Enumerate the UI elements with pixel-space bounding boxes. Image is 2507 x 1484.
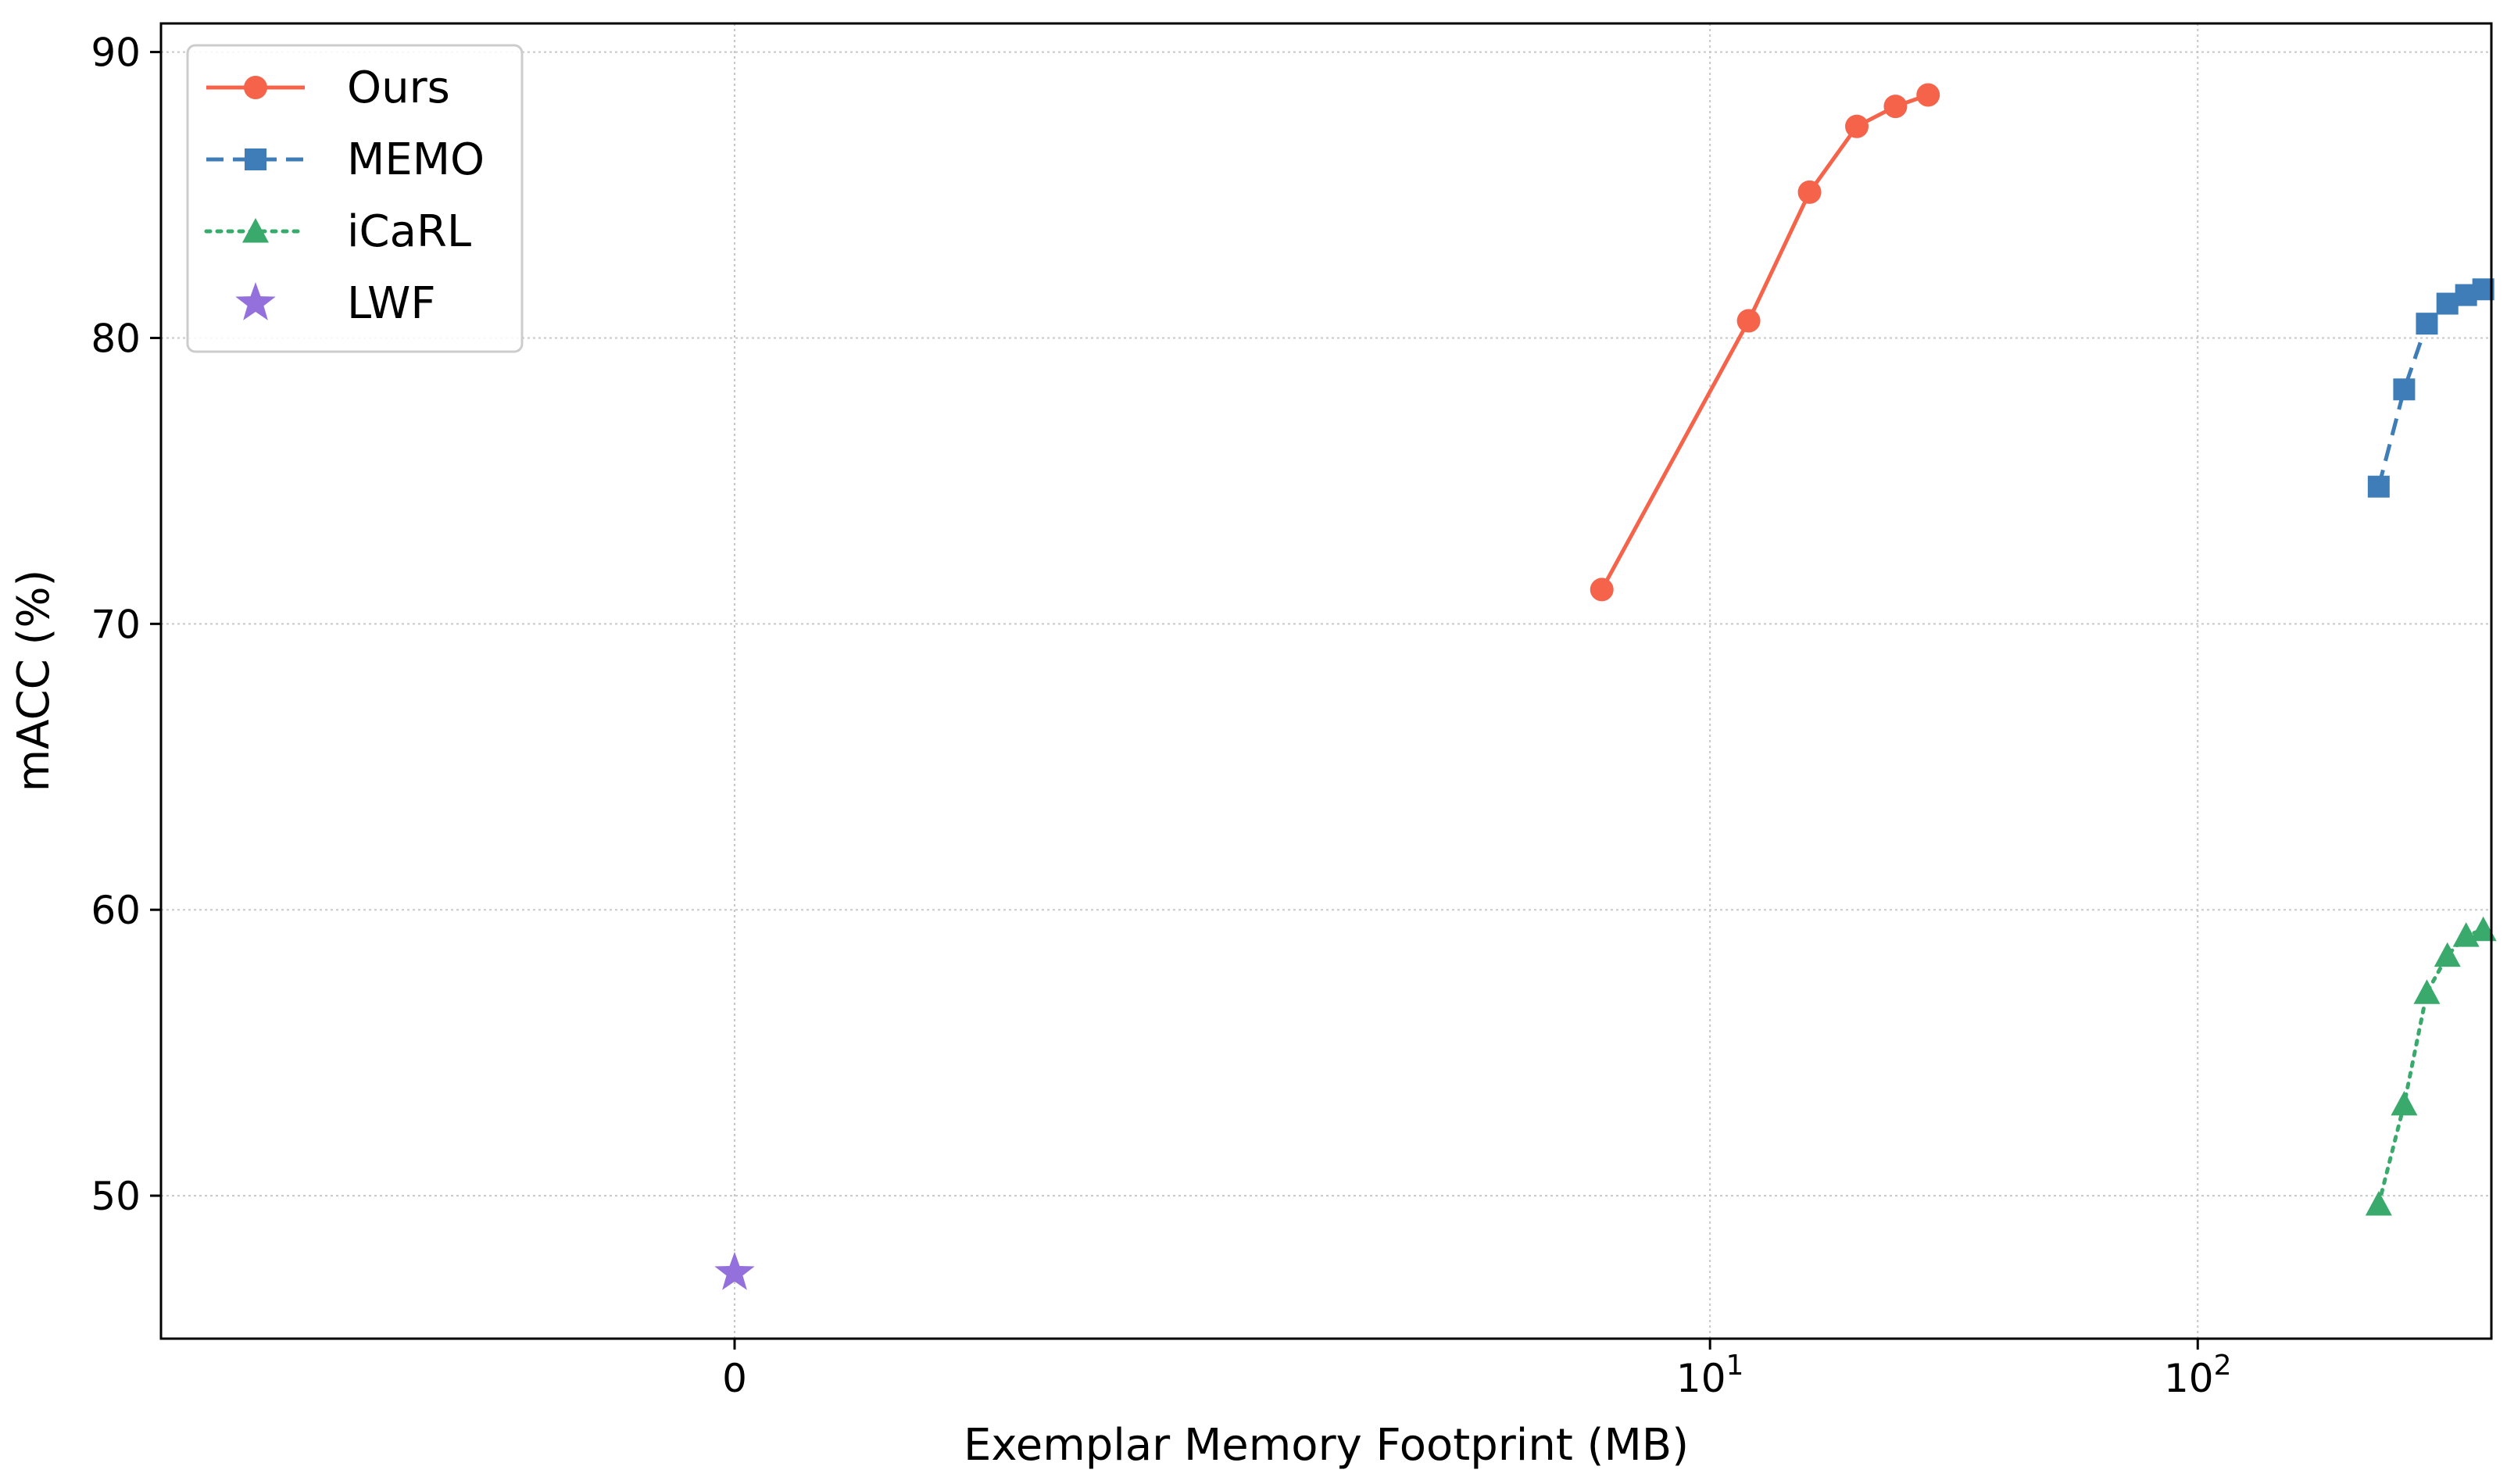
x-tick-label: 0 [722, 1356, 747, 1401]
data-point-icarl [2434, 942, 2461, 967]
series-lwf [714, 1251, 755, 1290]
legend-entry-lwf: LWF [235, 278, 436, 329]
data-point-icarl [2391, 1090, 2418, 1116]
legend-label-memo: MEMO [347, 134, 485, 185]
legend: Ours MEMO iCaRL LWF [186, 44, 524, 353]
grid-layer [161, 23, 2491, 1339]
y-axis-label: mACC (%) [9, 570, 59, 792]
ticks-layer: 50 60 70 80 90 0 101 102 [91, 30, 2231, 1401]
x-tick-label: 101 [1676, 1350, 1744, 1401]
plot-frame [159, 22, 2493, 1340]
y-tick-label: 50 [91, 1174, 141, 1219]
y-tick-label: 80 [91, 316, 141, 361]
data-point-memo [2367, 475, 2390, 498]
data-point-ours [1797, 180, 1822, 204]
legend-label-ours: Ours [347, 63, 450, 113]
legend-entry-icarl: iCaRL [204, 206, 471, 257]
legend-entry-ours: Ours [206, 63, 450, 113]
data-point-icarl [2365, 1191, 2392, 1216]
data-point-icarl [2413, 979, 2441, 1004]
legend-marker-ours [244, 76, 267, 99]
legend-label-lwf: LWF [347, 278, 436, 329]
series-layer [714, 83, 2497, 1290]
data-point-ours [1916, 83, 1940, 107]
legend-marker-memo [245, 148, 266, 170]
data-point-lwf [714, 1251, 755, 1290]
legend-marker-icarl [242, 218, 269, 243]
legend-marker-lwf [235, 282, 276, 320]
data-point-memo [2393, 378, 2416, 401]
data-point-ours [1845, 114, 1869, 138]
data-point-memo [2416, 313, 2438, 335]
y-tick-label: 90 [91, 30, 141, 76]
x-axis-label: Exemplar Memory Footprint (MB) [964, 1420, 1689, 1471]
legend-entry-memo: MEMO [206, 134, 485, 185]
data-point-ours [1736, 309, 1761, 333]
series-ours [1590, 83, 1940, 602]
data-point-ours [1590, 578, 1614, 602]
series-memo [2367, 278, 2494, 498]
series-icarl [2365, 916, 2497, 1216]
legend-box [186, 44, 524, 353]
legend-label-icarl: iCaRL [347, 206, 471, 257]
data-point-icarl [2469, 916, 2497, 942]
data-point-ours [1883, 95, 1908, 119]
y-tick-label: 70 [91, 602, 141, 647]
y-tick-label: 60 [91, 888, 141, 933]
data-point-memo [2436, 292, 2459, 315]
x-tick-label: 102 [2164, 1350, 2232, 1401]
